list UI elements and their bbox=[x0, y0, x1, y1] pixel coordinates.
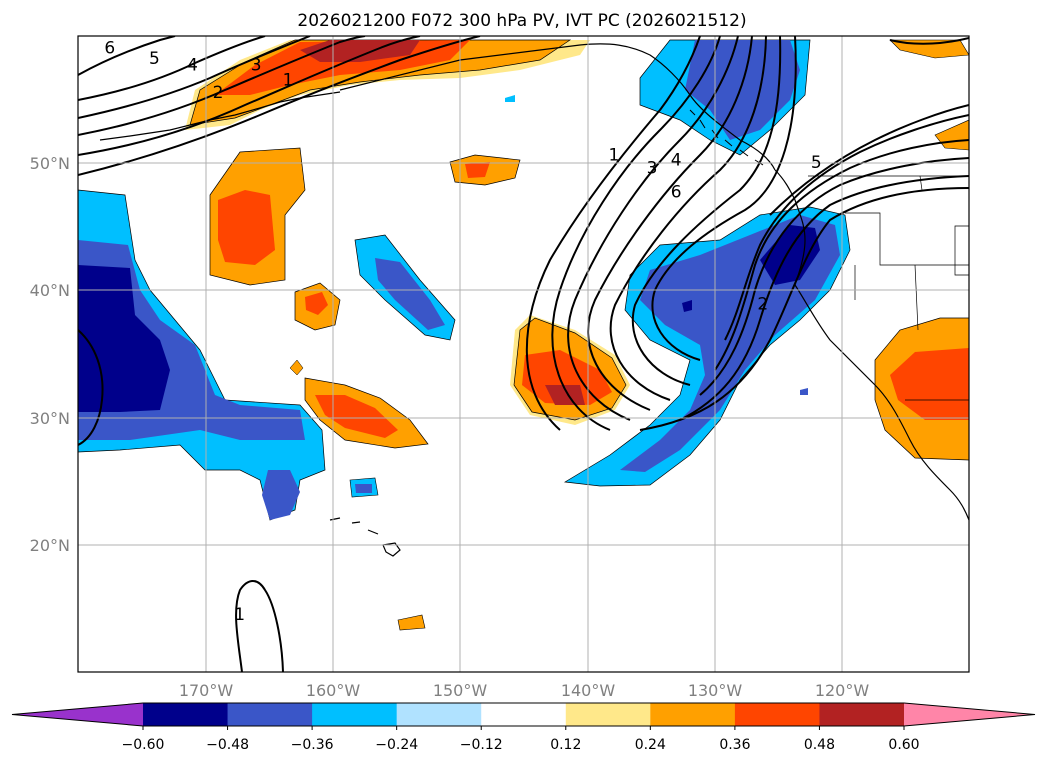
contour-nw-5 bbox=[78, 36, 266, 101]
pos-region-140w-dark bbox=[545, 385, 585, 405]
contour-label: 1 bbox=[608, 146, 619, 166]
contour-label: 4 bbox=[187, 55, 198, 75]
lat-label-20n: 20°N bbox=[30, 536, 70, 555]
contour-label: 1 bbox=[283, 71, 294, 91]
contour-trough-4 bbox=[587, 36, 753, 411]
lon-label-120w: 120°W bbox=[815, 681, 870, 700]
contour-nw-2 bbox=[78, 36, 421, 156]
colorbar-extend-high bbox=[904, 703, 1035, 726]
colorbar-bin bbox=[312, 703, 398, 726]
contour-nw-4 bbox=[78, 36, 311, 119]
neg-blob-tiny bbox=[505, 95, 515, 102]
pos-streak-central-core bbox=[315, 395, 398, 438]
colorbar-tick-label: −0.36 bbox=[291, 737, 334, 753]
colorbar-tick-label: −0.60 bbox=[122, 737, 165, 753]
california-coast bbox=[794, 284, 969, 521]
lon-label-130w: 130°W bbox=[688, 681, 743, 700]
lon-label-170w: 170°W bbox=[179, 681, 234, 700]
coastlines bbox=[99, 43, 969, 557]
aleutian-islands bbox=[99, 91, 341, 141]
colorbar-bin bbox=[734, 703, 820, 726]
pos-blob-ne bbox=[889, 39, 969, 59]
lat-tick-labels: 20°N 30°N 40°N 50°N bbox=[30, 154, 70, 555]
colorbar: −0.60 −0.48 −0.36 −0.24 −0.12 0.12 0.24 0.36 0.4… bbox=[11, 702, 1036, 753]
colorbar-tick-label: −0.12 bbox=[460, 737, 503, 753]
contour-ridge-2 bbox=[679, 175, 969, 421]
alaska-coast bbox=[339, 43, 776, 171]
contour-label: 6 bbox=[671, 183, 682, 203]
pos-blob-160w-core bbox=[305, 292, 328, 315]
neg-blob-south bbox=[262, 470, 300, 520]
colorbar-bin bbox=[650, 703, 736, 726]
neg-dot-east-small bbox=[800, 388, 808, 395]
lat-label-40n: 40°N bbox=[30, 281, 70, 300]
lon-label-140w: 140°W bbox=[561, 681, 616, 700]
colorbar-bin bbox=[396, 703, 482, 726]
contour-trough-7 bbox=[651, 36, 797, 361]
lat-label-50n: 50°N bbox=[30, 154, 70, 173]
neg-streak-central-core bbox=[375, 258, 445, 330]
colorbar-tick-label: 0.24 bbox=[635, 737, 666, 753]
contour-trough-5 bbox=[609, 36, 767, 401]
colorbar-bin bbox=[819, 703, 905, 726]
contour-label: 2 bbox=[213, 83, 224, 103]
contour-trough-1 bbox=[525, 36, 701, 431]
contour-nw-3 bbox=[78, 36, 366, 136]
colorbar-bin bbox=[143, 703, 229, 726]
contour-label: 3 bbox=[647, 158, 658, 178]
figure-title: 2026021200 F072 300 hPa PV, IVT PC (2026… bbox=[297, 11, 746, 31]
colorbar-bin bbox=[565, 703, 651, 726]
colorbar-tick-label: 0.36 bbox=[719, 737, 750, 753]
colorbar-tick-label: 0.60 bbox=[888, 737, 919, 753]
lat-label-30n: 30°N bbox=[30, 409, 70, 428]
contour-ridge-4 bbox=[714, 139, 969, 371]
pacific-nw-coast bbox=[774, 169, 806, 286]
contour-ne-corner bbox=[889, 37, 969, 45]
pos-blob-south bbox=[397, 614, 426, 631]
lon-label-150w: 150°W bbox=[433, 681, 488, 700]
colorbar-tick-label: 0.48 bbox=[804, 737, 835, 753]
lon-tick-labels: 170°W 160°W 150°W 140°W 130°W 120°W bbox=[179, 681, 870, 700]
contour-label: 5 bbox=[149, 49, 160, 69]
colorbar-tick-label: 0.12 bbox=[550, 737, 581, 753]
pos-blob-150w-core bbox=[465, 162, 490, 178]
neg-region-north-core bbox=[685, 40, 800, 140]
colorbar-extend-low bbox=[12, 703, 143, 726]
contour-label: 4 bbox=[671, 151, 682, 171]
contour-ridge-5 bbox=[724, 114, 969, 341]
contour-nw-6 bbox=[78, 36, 176, 76]
neg-dot-east bbox=[682, 300, 692, 312]
map-frame bbox=[77, 35, 970, 673]
contour-label: 1 bbox=[234, 605, 245, 625]
colorbar-tick-label: −0.48 bbox=[206, 737, 249, 753]
contour-label: 5 bbox=[811, 153, 822, 173]
contour-label: 2 bbox=[757, 294, 768, 314]
colorbar-bin bbox=[481, 703, 567, 726]
lon-label-160w: 160°W bbox=[306, 681, 361, 700]
contour-west-edge bbox=[78, 329, 104, 446]
state-borders bbox=[845, 175, 969, 331]
contour-sw bbox=[235, 580, 284, 672]
hawaii-islands bbox=[329, 517, 401, 557]
contour-label: 3 bbox=[251, 55, 262, 75]
contour-ridge-3 bbox=[699, 157, 969, 396]
contour-label: 6 bbox=[104, 39, 115, 59]
pos-blob-tiny bbox=[289, 359, 304, 376]
contour-trough-6 bbox=[631, 36, 782, 386]
gridlines bbox=[78, 36, 969, 672]
pos-region-california-core bbox=[890, 348, 969, 420]
pc-contours bbox=[78, 36, 969, 672]
colorbar-bin bbox=[227, 703, 313, 726]
neg-blob-hawaii-core bbox=[355, 484, 372, 493]
contour-ridge-6 bbox=[769, 104, 969, 216]
pos-region-west-core bbox=[218, 190, 275, 265]
colorbar-tick-label: −0.24 bbox=[375, 737, 418, 753]
contour-trough-2 bbox=[551, 36, 721, 431]
